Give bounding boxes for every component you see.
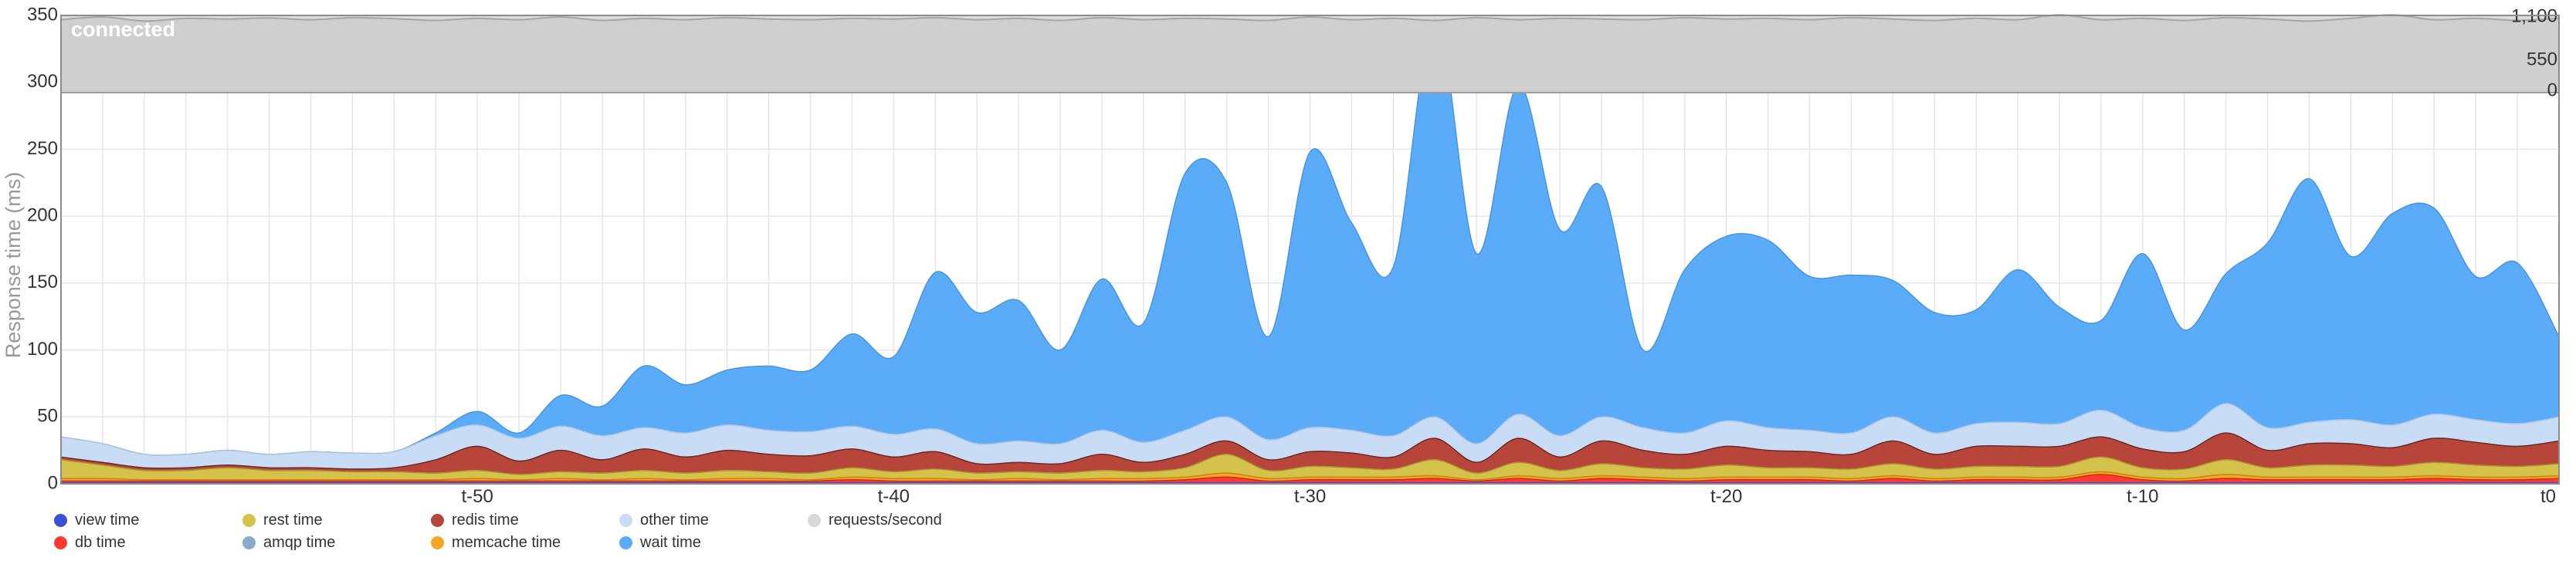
y-tick-label: 350 [27, 4, 58, 25]
y-tick-label: 300 [27, 71, 58, 92]
legend-item-rest[interactable]: rest time [242, 509, 431, 532]
area-db-time [60, 474, 2560, 485]
legend-swatch [242, 536, 256, 549]
legend-label: view time [75, 512, 140, 529]
area-rest-time [60, 454, 2560, 485]
x-tick-label: t-20 [1710, 486, 1742, 507]
legend-label: memcache time [452, 534, 561, 551]
legend-label: wait time [640, 534, 701, 551]
legend-swatch [242, 514, 256, 527]
legend-swatch [431, 536, 444, 549]
rps-tick-label: 550 [2527, 49, 2557, 69]
legend-swatch [54, 536, 67, 549]
legend-item-redis[interactable]: redis time [431, 509, 619, 532]
chart-legend: view time db time rest time amqp time redis … [54, 509, 981, 563]
axes: 0 50 100 150 200 250 300 350 t-50 t-40 t-30 t-20 t-1… [2, 4, 2560, 507]
legend-swatch [619, 514, 632, 527]
legend-label: amqp time [263, 534, 336, 551]
legend-label: redis time [452, 512, 519, 529]
legend-item-view[interactable]: view time [54, 509, 242, 532]
legend-item-amqp[interactable]: amqp time [242, 532, 431, 554]
y-tick-label: 200 [27, 204, 58, 225]
y-tick-label: 50 [37, 406, 58, 427]
rps-area [60, 14, 2560, 93]
legend-label: requests/second [829, 512, 942, 529]
stacked-areas [60, 17, 2560, 485]
y-axis-label: Response time (ms) [2, 172, 25, 359]
x-tick-label: t-10 [2127, 486, 2158, 507]
legend-item-wait[interactable]: wait time [619, 532, 808, 554]
y-tick-label: 100 [27, 339, 58, 360]
y-tick-label: 150 [27, 272, 58, 292]
x-tick-label: t0 [2540, 486, 2556, 507]
legend-item-memcache[interactable]: memcache time [431, 532, 619, 554]
y-tick-label: 0 [48, 472, 58, 493]
legend-swatch [619, 536, 632, 549]
legend-label: other time [640, 512, 709, 529]
x-tick-label: t-50 [461, 486, 493, 507]
legend-item-other[interactable]: other time [619, 509, 808, 532]
legend-item-db[interactable]: db time [54, 532, 242, 554]
legend-label: db time [75, 534, 126, 551]
connection-status: connected [71, 18, 175, 41]
x-tick-label: t-40 [878, 486, 910, 507]
legend-item-rps[interactable]: requests/second [808, 509, 996, 532]
plot-frame [60, 15, 2560, 485]
legend-swatch [808, 514, 821, 527]
legend-swatch [431, 514, 444, 527]
x-tick-label: t-30 [1294, 486, 1326, 507]
y-tick-label: 250 [27, 138, 58, 159]
area-wait-time [60, 17, 2560, 485]
rps-tick-label: 0 [2547, 79, 2557, 100]
legend-swatch [54, 514, 67, 527]
legend-label: rest time [263, 512, 323, 529]
